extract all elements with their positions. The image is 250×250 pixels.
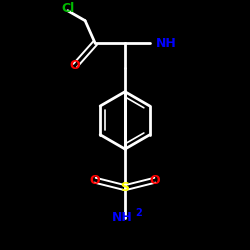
Text: O: O <box>150 174 160 187</box>
Text: O: O <box>70 59 80 72</box>
Text: Cl: Cl <box>61 2 74 15</box>
Text: NH: NH <box>156 36 177 50</box>
Text: 2: 2 <box>135 208 142 218</box>
Text: S: S <box>120 181 130 194</box>
Text: O: O <box>90 174 101 187</box>
Text: NH: NH <box>112 211 133 224</box>
